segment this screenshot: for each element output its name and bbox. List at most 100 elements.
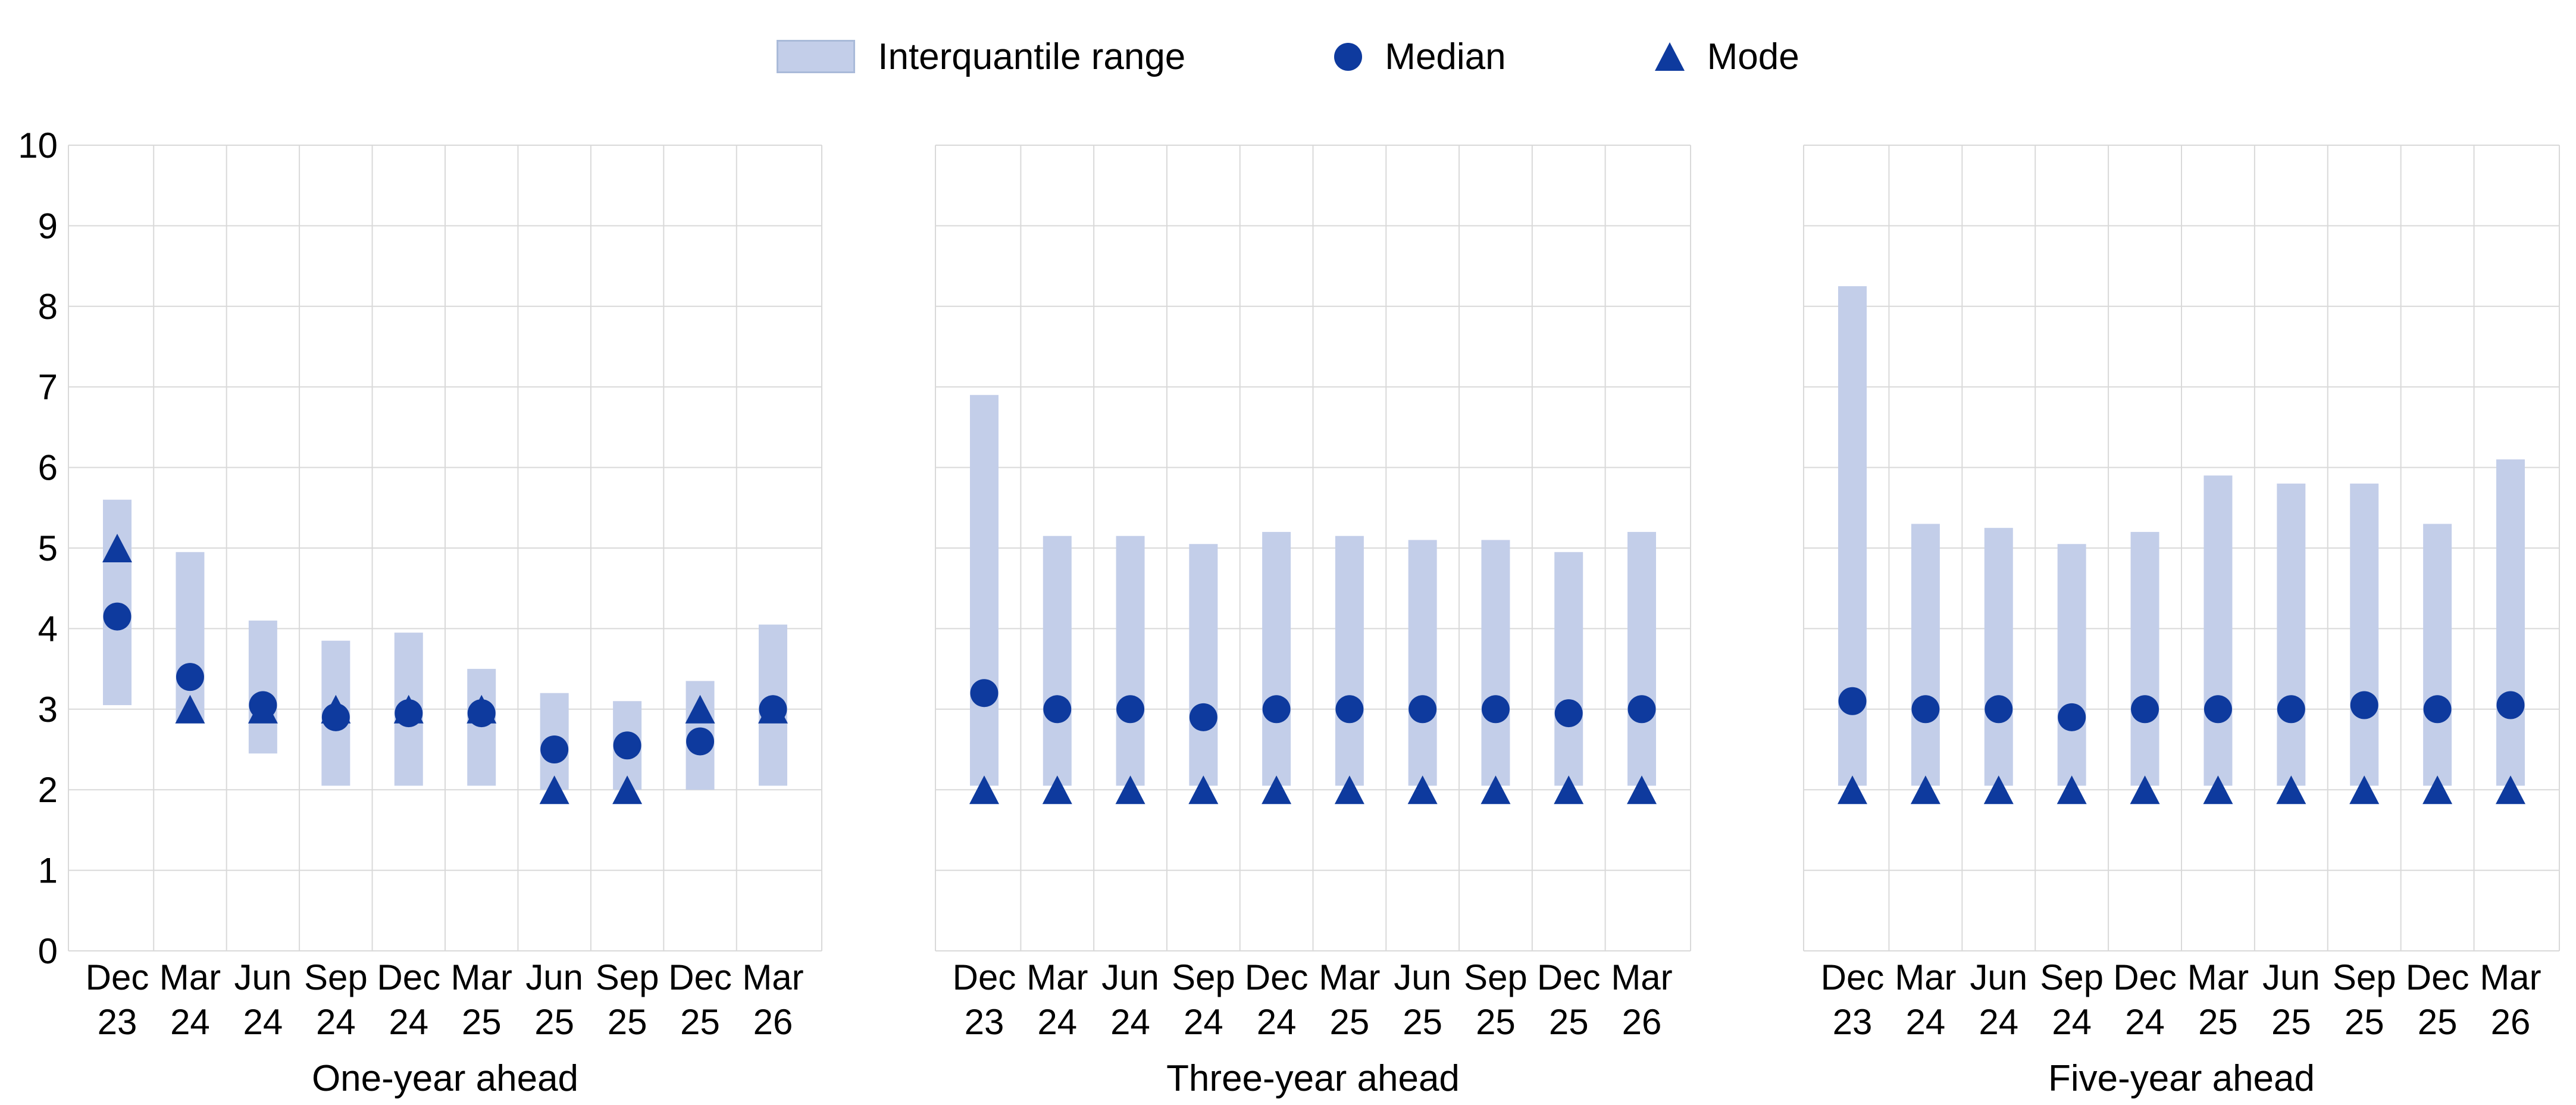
x-tick-label-month: Jun (234, 957, 292, 997)
median-marker (1481, 695, 1510, 724)
legend-item-interquantile-range: Interquantile range (777, 36, 1185, 78)
x-tick-label-month: Dec (953, 957, 1016, 997)
mode-marker (1627, 775, 1657, 805)
mode-marker (1188, 775, 1219, 805)
x-tick-label-month: Dec (1245, 957, 1309, 997)
iqr-bar (2057, 544, 2086, 786)
x-tick-label-month: Jun (1394, 957, 1451, 997)
x-tick-label-year: 25 (2271, 1002, 2311, 1042)
y-tick-label: 7 (38, 367, 58, 407)
mode-marker (612, 775, 643, 805)
median-marker (1043, 695, 1072, 724)
median-marker (2423, 695, 2452, 724)
median-marker (103, 602, 132, 631)
median-marker (1911, 695, 1940, 724)
legend: Interquantile range Median Mode (0, 18, 2576, 95)
legend-label-mode: Mode (1707, 36, 1799, 77)
median-marker (540, 735, 569, 763)
x-tick-label-month: Dec (2113, 957, 2177, 997)
mode-marker (102, 534, 132, 562)
median-marker (1627, 695, 1656, 724)
x-tick-label-month: Dec (1537, 957, 1601, 997)
x-tick-label-year: 25 (534, 1002, 574, 1042)
x-tick-label-year: 23 (1833, 1002, 1873, 1042)
mode-marker (2130, 775, 2160, 805)
median-marker (467, 699, 496, 728)
x-tick-label-year: 24 (1184, 1002, 1223, 1042)
x-tick-label-month: Sep (1172, 957, 1235, 997)
iqr-bar (2423, 524, 2452, 786)
mode-marker (1481, 775, 1511, 805)
median-marker (970, 679, 999, 708)
x-tick-label-year: 24 (1257, 1002, 1297, 1042)
iqr-bar (1481, 540, 1510, 786)
x-tick-label-month: Jun (2262, 957, 2320, 997)
iqr-bar (103, 499, 132, 706)
mode-marker (969, 775, 999, 805)
x-tick-label-month: Sep (1464, 957, 1528, 997)
iqr-bar (1043, 536, 1072, 786)
y-tick-label: 5 (38, 528, 58, 568)
x-tick-label-month: Mar (159, 957, 221, 997)
x-tick-label-month: Sep (2040, 957, 2104, 997)
median-marker (2058, 703, 2086, 731)
median-marker (321, 703, 350, 731)
mode-marker (2057, 775, 2087, 805)
mode-marker (1838, 775, 1867, 805)
iqr-bar (970, 395, 999, 786)
mode-marker (685, 694, 715, 724)
median-marker (2277, 695, 2305, 724)
median-marker (1554, 699, 1583, 728)
x-tick-label-year: 25 (680, 1002, 720, 1042)
y-tick-label: 8 (38, 287, 58, 327)
x-tick-label-month: Mar (1026, 957, 1088, 997)
median-marker (249, 691, 277, 719)
x-tick-label-year: 25 (1330, 1002, 1370, 1042)
mode-triangle-icon (1654, 42, 1685, 71)
iqr-bar (176, 552, 205, 722)
x-tick-label-month: Jun (525, 957, 583, 997)
median-marker (1262, 695, 1291, 724)
median-marker (1189, 703, 1217, 731)
y-tick-label: 6 (38, 448, 58, 488)
y-tick-label: 4 (38, 609, 58, 649)
iqr-bar (1984, 528, 2013, 786)
legend-item-median: Median (1334, 36, 1506, 78)
panel-title: One-year ahead (312, 1058, 578, 1099)
median-marker (1838, 687, 1867, 715)
x-tick-label-year: 24 (2052, 1002, 2092, 1042)
iqr-bar (1189, 544, 1218, 786)
x-tick-label-year: 26 (753, 1002, 793, 1042)
x-tick-label-month: Mar (1319, 957, 1380, 997)
x-tick-label-year: 24 (1110, 1002, 1150, 1042)
mode-marker (2276, 775, 2306, 805)
iqr-bar (1262, 531, 1291, 786)
iqr-bar (2203, 475, 2233, 786)
median-marker (2203, 695, 2232, 724)
median-marker (759, 695, 787, 724)
x-tick-label-year: 24 (1979, 1002, 2018, 1042)
panel-title: Five-year ahead (2048, 1058, 2315, 1099)
x-tick-label-month: Dec (668, 957, 732, 997)
x-tick-label-month: Mar (2187, 957, 2249, 997)
median-marker (1985, 695, 2013, 724)
iqr-bar (1116, 536, 1145, 786)
median-marker (1116, 695, 1145, 724)
x-tick-label-year: 24 (243, 1002, 283, 1042)
panel-title: Three-year ahead (1166, 1058, 1460, 1099)
x-tick-label-month: Sep (596, 957, 659, 997)
mode-marker (1983, 775, 2014, 805)
x-tick-label-year: 25 (1476, 1002, 1516, 1042)
iqr-bar (1408, 540, 1437, 786)
x-tick-label-year: 24 (316, 1002, 356, 1042)
x-tick-label-year: 25 (1403, 1002, 1442, 1042)
mode-marker (539, 775, 569, 805)
x-tick-label-year: 26 (2491, 1002, 2531, 1042)
x-tick-label-month: Mar (451, 957, 512, 997)
x-tick-label-month: Jun (1101, 957, 1159, 997)
y-tick-label: 1 (38, 851, 58, 891)
x-tick-label-year: 24 (389, 1002, 428, 1042)
median-marker (1335, 695, 1364, 724)
median-marker (686, 727, 715, 756)
